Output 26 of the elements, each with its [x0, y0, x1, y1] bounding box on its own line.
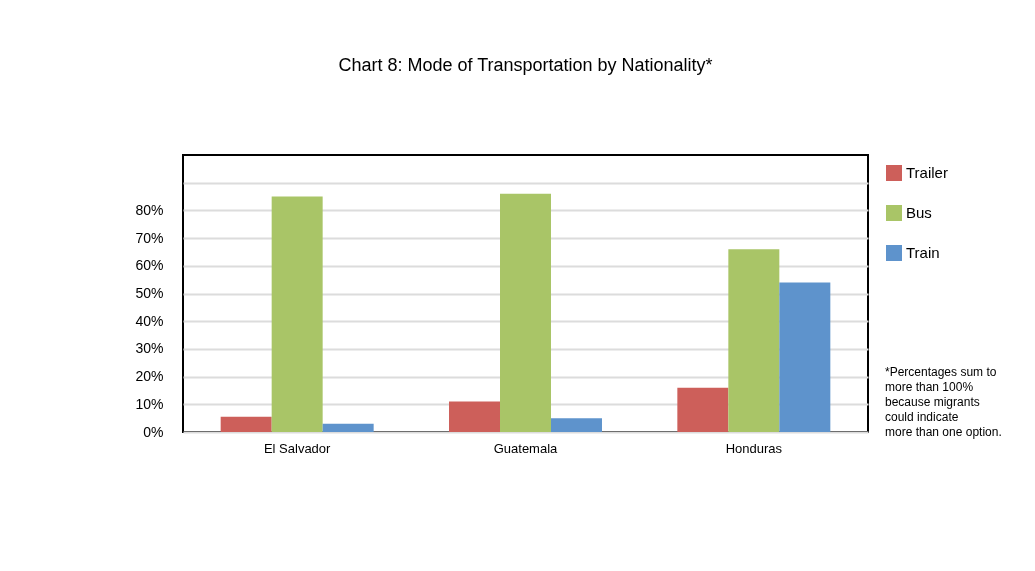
legend-label: Train: [906, 244, 940, 261]
bar: [728, 249, 780, 432]
x-tick-label: El Salvador: [263, 440, 332, 456]
text: *Percentages sum to more than 100% because migrants could indicate more than one option.: [885, 365, 1002, 439]
bar: [677, 387, 729, 432]
bar: [322, 423, 374, 432]
y-tick-label: 60%: [135, 257, 164, 274]
y-tick-label: 10%: [135, 395, 164, 412]
bar: [449, 401, 500, 432]
bar: [271, 196, 323, 432]
y-tick-label: 70%: [135, 229, 164, 246]
x-tick-label: Guatemala: [493, 440, 559, 456]
y-tick-label: 80%: [135, 201, 164, 218]
bar: [551, 418, 602, 432]
x-tick-label: Honduras: [725, 440, 783, 456]
y-tick-label: 30%: [135, 340, 164, 357]
y-tick-label: 0%: [143, 423, 164, 440]
legend-label: Bus: [906, 204, 932, 221]
bar: [779, 282, 831, 432]
bar: [220, 416, 272, 432]
chart-title: Chart 8: Mode of Transportation by Nationality*: [338, 55, 713, 75]
legend-label: Trailer: [906, 164, 948, 181]
bar: [500, 193, 551, 432]
y-tick-label: 50%: [135, 285, 164, 301]
y-tick-label: 20%: [135, 368, 164, 385]
y-tick-label: 40%: [135, 312, 164, 329]
